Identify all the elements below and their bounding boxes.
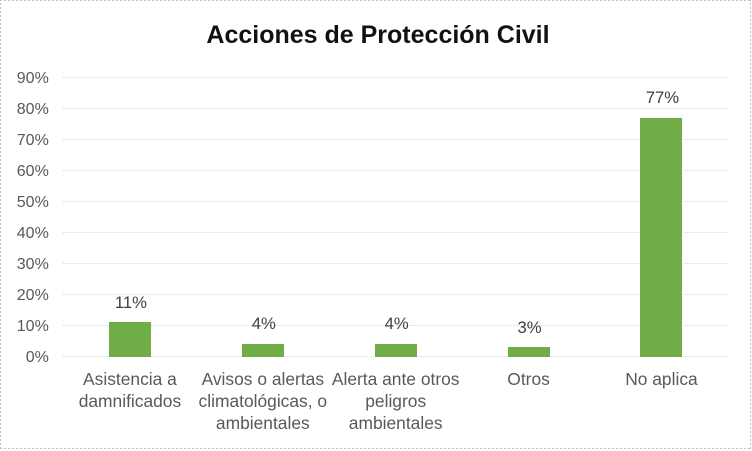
bar-2 xyxy=(241,343,284,357)
data-label-3: 4% xyxy=(384,314,409,334)
gridline-10% xyxy=(63,325,729,326)
gridline-80% xyxy=(63,108,729,109)
data-label-1: 11% xyxy=(114,292,148,312)
gridline-50% xyxy=(63,201,729,202)
category-label-1: Asistencia a damnificados xyxy=(78,368,182,411)
chart-title: Acciones de Protección Civil xyxy=(206,20,550,49)
y-axis-tick-label: 20% xyxy=(16,286,49,304)
y-axis-tick-label: 80% xyxy=(16,101,49,119)
bar-4 xyxy=(507,346,550,357)
gridline-70% xyxy=(63,139,729,140)
category-label-3: Alerta ante otros peligros ambientales xyxy=(331,368,460,434)
gridline-60% xyxy=(63,170,729,171)
y-axis-tick-label: 0% xyxy=(25,348,49,366)
bar-1 xyxy=(108,321,151,357)
y-axis-tick-label: 70% xyxy=(16,131,49,149)
y-axis-tick-label: 40% xyxy=(16,224,49,242)
y-axis-tick-label: 60% xyxy=(16,162,49,180)
gridline-30% xyxy=(63,263,729,264)
y-axis-tick-label: 90% xyxy=(16,70,49,88)
y-axis-tick-label: 30% xyxy=(16,255,49,273)
data-label-4: 3% xyxy=(517,317,542,337)
category-label-2: Avisos o alertas climatológicas, o ambient… xyxy=(198,368,328,434)
gridline-90% xyxy=(63,77,729,78)
bar-3 xyxy=(374,343,417,357)
gridline-40% xyxy=(63,232,729,233)
data-label-5: 77% xyxy=(645,88,680,108)
category-label-4: Otros xyxy=(507,368,550,389)
y-axis-tick-label: 50% xyxy=(16,193,49,211)
data-label-2: 4% xyxy=(251,314,276,334)
gridline-20% xyxy=(63,294,729,295)
bar-5 xyxy=(640,117,683,357)
y-axis-tick-label: 10% xyxy=(16,317,49,335)
category-label-5: No aplica xyxy=(625,368,698,389)
